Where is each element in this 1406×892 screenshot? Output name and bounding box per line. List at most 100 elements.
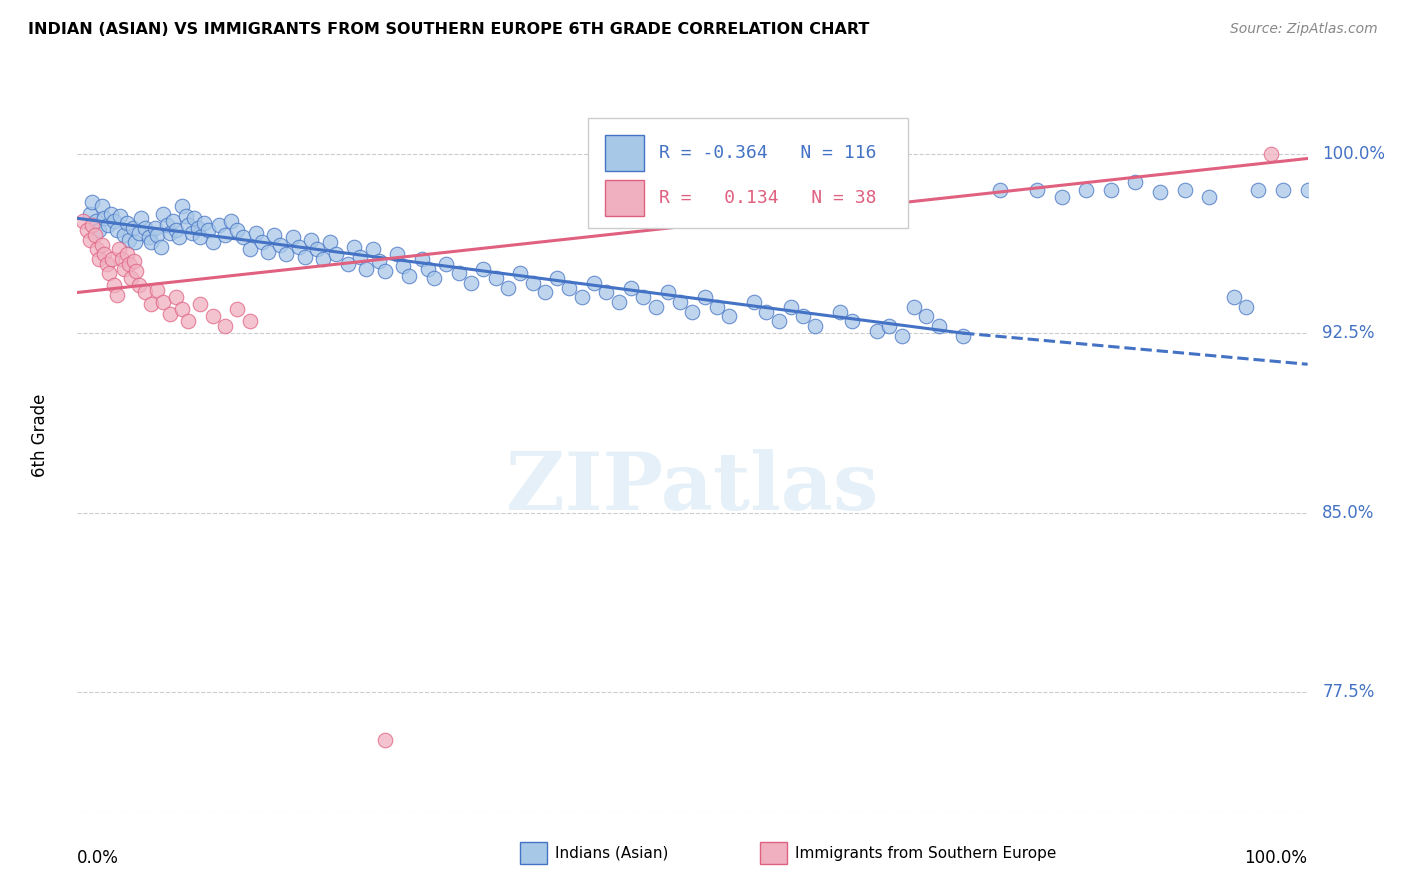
Point — [1099, 183, 1122, 197]
Point — [86, 243, 108, 257]
Point — [162, 213, 184, 227]
Text: Immigrants from Southern Europe: Immigrants from Southern Europe — [794, 846, 1056, 861]
Point — [76, 223, 98, 237]
Point — [72, 213, 94, 227]
Point — [890, 328, 912, 343]
Point — [485, 271, 508, 285]
Point — [349, 250, 371, 264]
Point — [367, 254, 389, 268]
Point — [423, 271, 446, 285]
Text: Indians (Asian): Indians (Asian) — [555, 846, 668, 861]
Point — [201, 235, 224, 250]
Point — [214, 228, 236, 243]
Point — [170, 302, 193, 317]
Point — [1296, 183, 1319, 197]
Bar — [520, 842, 547, 864]
Point — [693, 290, 716, 304]
Point — [343, 240, 366, 254]
Point — [152, 206, 174, 220]
Point — [903, 300, 925, 314]
Point — [103, 278, 125, 293]
Point — [183, 211, 205, 226]
Point — [156, 219, 179, 233]
Point — [177, 219, 200, 233]
Point — [288, 240, 311, 254]
Point — [141, 297, 163, 311]
Point — [571, 290, 593, 304]
Point — [718, 310, 741, 324]
Point — [952, 328, 974, 343]
Point — [112, 261, 135, 276]
Point — [79, 233, 101, 247]
Point — [239, 243, 262, 257]
Text: 0.0%: 0.0% — [77, 849, 120, 867]
Point — [1149, 185, 1171, 199]
Point — [620, 281, 643, 295]
Point — [257, 244, 280, 259]
Point — [239, 314, 262, 328]
Point — [128, 226, 150, 240]
Point — [97, 219, 120, 233]
Point — [180, 226, 202, 240]
Point — [105, 223, 128, 237]
Point — [83, 228, 105, 243]
Point — [214, 318, 236, 333]
Point — [159, 226, 181, 240]
Point — [143, 220, 166, 235]
Text: 6th Grade: 6th Grade — [31, 393, 49, 476]
Point — [134, 285, 156, 300]
Point — [633, 290, 655, 304]
Point — [110, 209, 132, 223]
Point — [177, 314, 200, 328]
Point — [89, 252, 111, 266]
Point — [197, 223, 219, 237]
Point — [90, 199, 114, 213]
Point — [509, 266, 531, 280]
Point — [447, 266, 470, 280]
Point — [385, 247, 409, 261]
Text: 77.5%: 77.5% — [1323, 683, 1375, 701]
Point — [682, 304, 704, 318]
Point — [583, 276, 606, 290]
Point — [188, 297, 212, 311]
Point — [118, 233, 141, 247]
Point — [392, 259, 415, 273]
Point — [219, 213, 242, 227]
Point — [768, 314, 790, 328]
Bar — [605, 135, 644, 171]
Point — [89, 223, 111, 237]
Point — [84, 213, 107, 227]
Point — [79, 206, 101, 220]
Point — [187, 220, 209, 235]
Point — [325, 247, 347, 261]
Bar — [605, 180, 644, 216]
Point — [125, 264, 148, 278]
Point — [93, 211, 115, 226]
Point — [928, 318, 950, 333]
Point — [496, 281, 519, 295]
Point — [374, 264, 396, 278]
Point — [152, 295, 174, 310]
Point — [115, 247, 138, 261]
Point — [245, 226, 267, 240]
Point — [188, 230, 212, 244]
Text: 100.0%: 100.0% — [1323, 145, 1385, 162]
Point — [170, 199, 193, 213]
Point — [792, 310, 814, 324]
Point — [1260, 146, 1282, 161]
Point — [146, 228, 169, 243]
Point — [141, 235, 163, 250]
Point — [915, 310, 938, 324]
Point — [134, 220, 156, 235]
Point — [398, 268, 420, 283]
Point — [150, 240, 173, 254]
Point — [165, 223, 187, 237]
Point — [669, 295, 692, 310]
Text: 92.5%: 92.5% — [1323, 324, 1375, 343]
Point — [90, 237, 114, 252]
Point — [416, 261, 439, 276]
Point — [1247, 183, 1270, 197]
Point — [879, 318, 901, 333]
Point — [100, 206, 122, 220]
Text: ZIPatlas: ZIPatlas — [506, 449, 879, 526]
